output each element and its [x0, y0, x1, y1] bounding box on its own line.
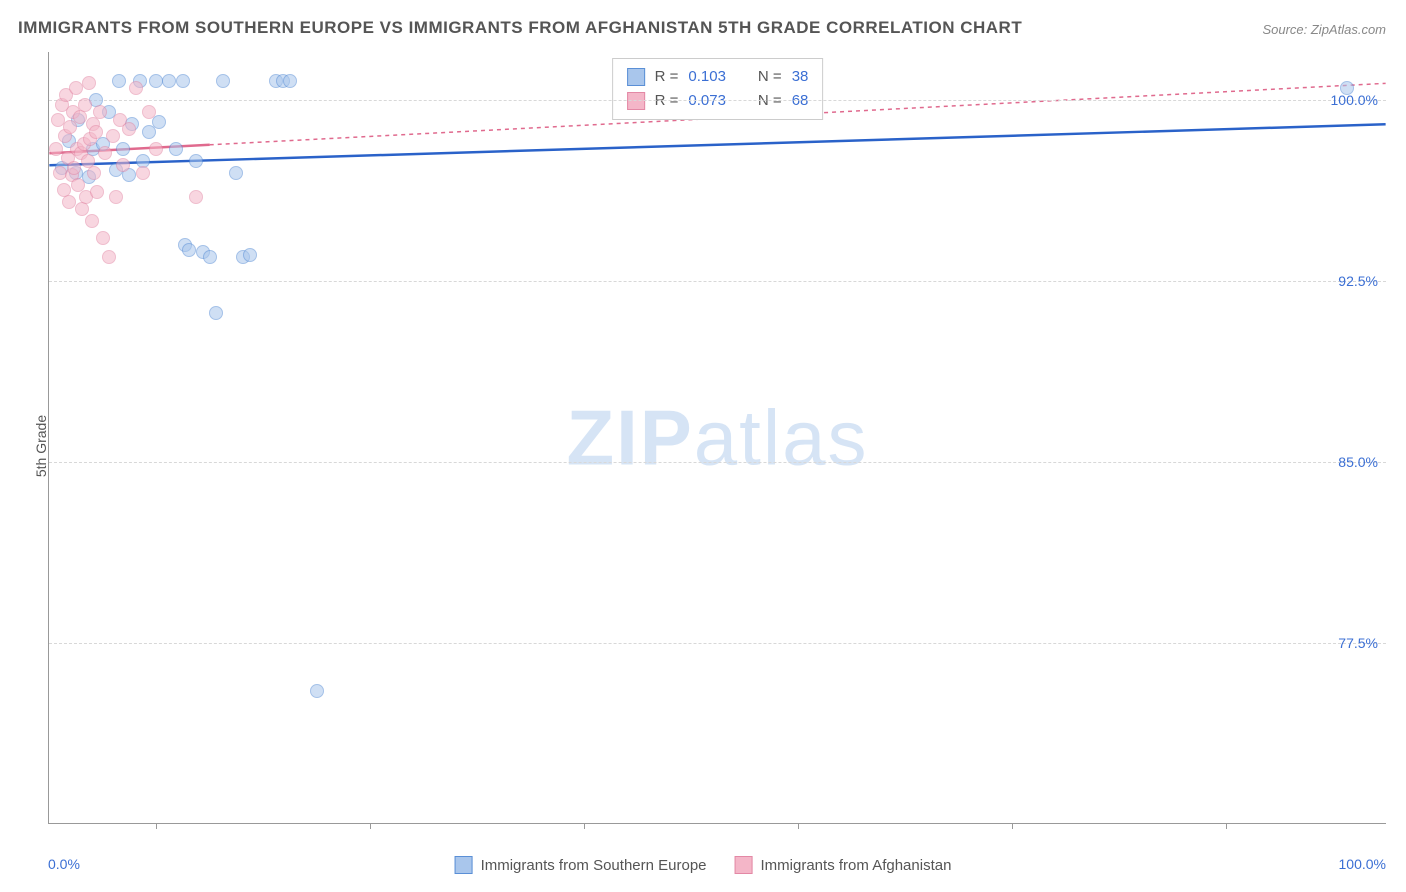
data-point [136, 166, 150, 180]
y-tick-label: 92.5% [1338, 273, 1378, 289]
x-tick-mark [1226, 823, 1227, 829]
x-tick-mark [370, 823, 371, 829]
data-point [73, 110, 87, 124]
plot-area: ZIPatlas R =0.103N =38R =0.073N =68 100.… [48, 52, 1386, 824]
data-point [106, 129, 120, 143]
x-axis-min-label: 0.0% [48, 856, 80, 872]
gridline [49, 281, 1386, 282]
data-point [85, 214, 99, 228]
series-swatch [455, 856, 473, 874]
data-point [149, 74, 163, 88]
data-point [216, 74, 230, 88]
y-tick-label: 77.5% [1338, 635, 1378, 651]
data-point [243, 248, 257, 262]
y-tick-label: 100.0% [1331, 92, 1378, 108]
data-point [116, 142, 130, 156]
y-tick-label: 85.0% [1338, 454, 1378, 470]
x-tick-mark [584, 823, 585, 829]
data-point [109, 190, 123, 204]
stat-r-value: 0.103 [688, 65, 726, 89]
stat-r-label: R = [655, 65, 679, 89]
data-point [1340, 81, 1354, 95]
data-point [283, 74, 297, 88]
bottom-legend: Immigrants from Southern Europe Immigrant… [455, 856, 952, 874]
data-point [49, 142, 63, 156]
data-point [96, 231, 110, 245]
data-point [67, 161, 81, 175]
data-point [98, 146, 112, 160]
data-point [75, 202, 89, 216]
data-point [69, 81, 83, 95]
source-credit: Source: ZipAtlas.com [1262, 22, 1386, 37]
legend-item: Immigrants from Afghanistan [735, 856, 952, 874]
data-point [176, 74, 190, 88]
trend-lines [49, 52, 1386, 823]
x-axis-max-label: 100.0% [1339, 856, 1386, 872]
data-point [209, 306, 223, 320]
data-point [229, 166, 243, 180]
chart-title: IMMIGRANTS FROM SOUTHERN EUROPE VS IMMIG… [18, 18, 1022, 38]
stat-n-label: N = [758, 65, 782, 89]
data-point [149, 142, 163, 156]
series-swatch [627, 68, 645, 86]
data-point [203, 250, 217, 264]
y-axis-label: 5th Grade [33, 415, 49, 477]
stat-n-value: 38 [792, 65, 809, 89]
x-tick-mark [798, 823, 799, 829]
data-point [162, 74, 176, 88]
data-point [112, 74, 126, 88]
gridline [49, 100, 1386, 101]
stats-legend-box: R =0.103N =38R =0.073N =68 [612, 58, 824, 120]
series-swatch [735, 856, 753, 874]
data-point [62, 195, 76, 209]
data-point [90, 185, 104, 199]
legend-label: Immigrants from Southern Europe [481, 857, 707, 874]
data-point [89, 125, 103, 139]
x-tick-mark [156, 823, 157, 829]
data-point [93, 105, 107, 119]
data-point [189, 154, 203, 168]
gridline [49, 462, 1386, 463]
data-point [129, 81, 143, 95]
legend-label: Immigrants from Afghanistan [761, 857, 952, 874]
gridline [49, 643, 1386, 644]
data-point [310, 684, 324, 698]
watermark: ZIPatlas [566, 392, 868, 483]
data-point [182, 243, 196, 257]
data-point [122, 122, 136, 136]
data-point [82, 76, 96, 90]
data-point [102, 250, 116, 264]
x-tick-mark [1012, 823, 1013, 829]
data-point [116, 158, 130, 172]
data-point [142, 105, 156, 119]
data-point [87, 166, 101, 180]
data-point [78, 98, 92, 112]
data-point [169, 142, 183, 156]
stat-row: R = 0.103 N = 38 [627, 65, 809, 89]
legend-item: Immigrants from Southern Europe [455, 856, 707, 874]
data-point [189, 190, 203, 204]
